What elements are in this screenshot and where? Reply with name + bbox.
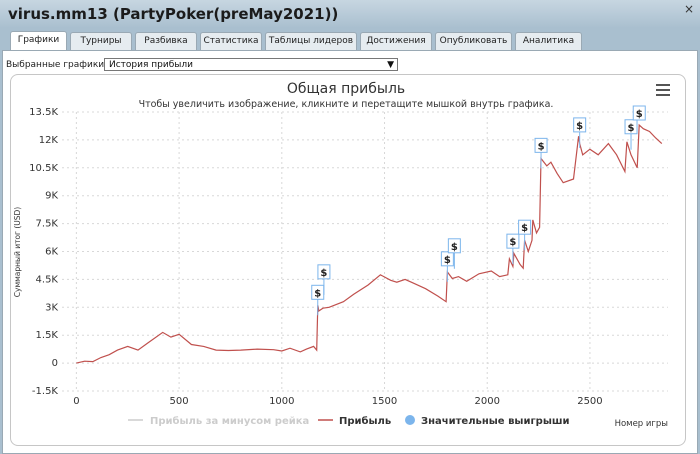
- hamburger-menu-icon[interactable]: [656, 84, 670, 96]
- tab-achievements[interactable]: Достижения: [360, 32, 432, 50]
- chart-selector-value: История прибыли: [109, 60, 193, 70]
- tab-publish[interactable]: Опубликовать: [435, 32, 512, 50]
- chevron-down-icon: ▼: [387, 60, 394, 70]
- tab-leaderboards[interactable]: Таблицы лидеров: [265, 32, 357, 50]
- chart-selector-label: Выбранные графики:: [6, 60, 108, 70]
- window-title: virus.mm13 (PartyPoker(preMay2021)): [8, 5, 339, 23]
- tab-breakdown[interactable]: Разбивка: [135, 32, 197, 50]
- tab-tournaments[interactable]: Турниры: [70, 32, 132, 50]
- chart-container: [10, 74, 686, 446]
- close-icon[interactable]: ×: [683, 2, 694, 16]
- tab-statistics[interactable]: Статистика: [200, 32, 262, 50]
- chart-selector-dropdown[interactable]: История прибыли ▼: [104, 58, 398, 71]
- tab-charts[interactable]: Графики: [10, 31, 67, 51]
- tab-analytics[interactable]: Аналитика: [515, 32, 582, 50]
- window-titlebar: virus.mm13 (PartyPoker(preMay2021)) ×: [0, 0, 700, 28]
